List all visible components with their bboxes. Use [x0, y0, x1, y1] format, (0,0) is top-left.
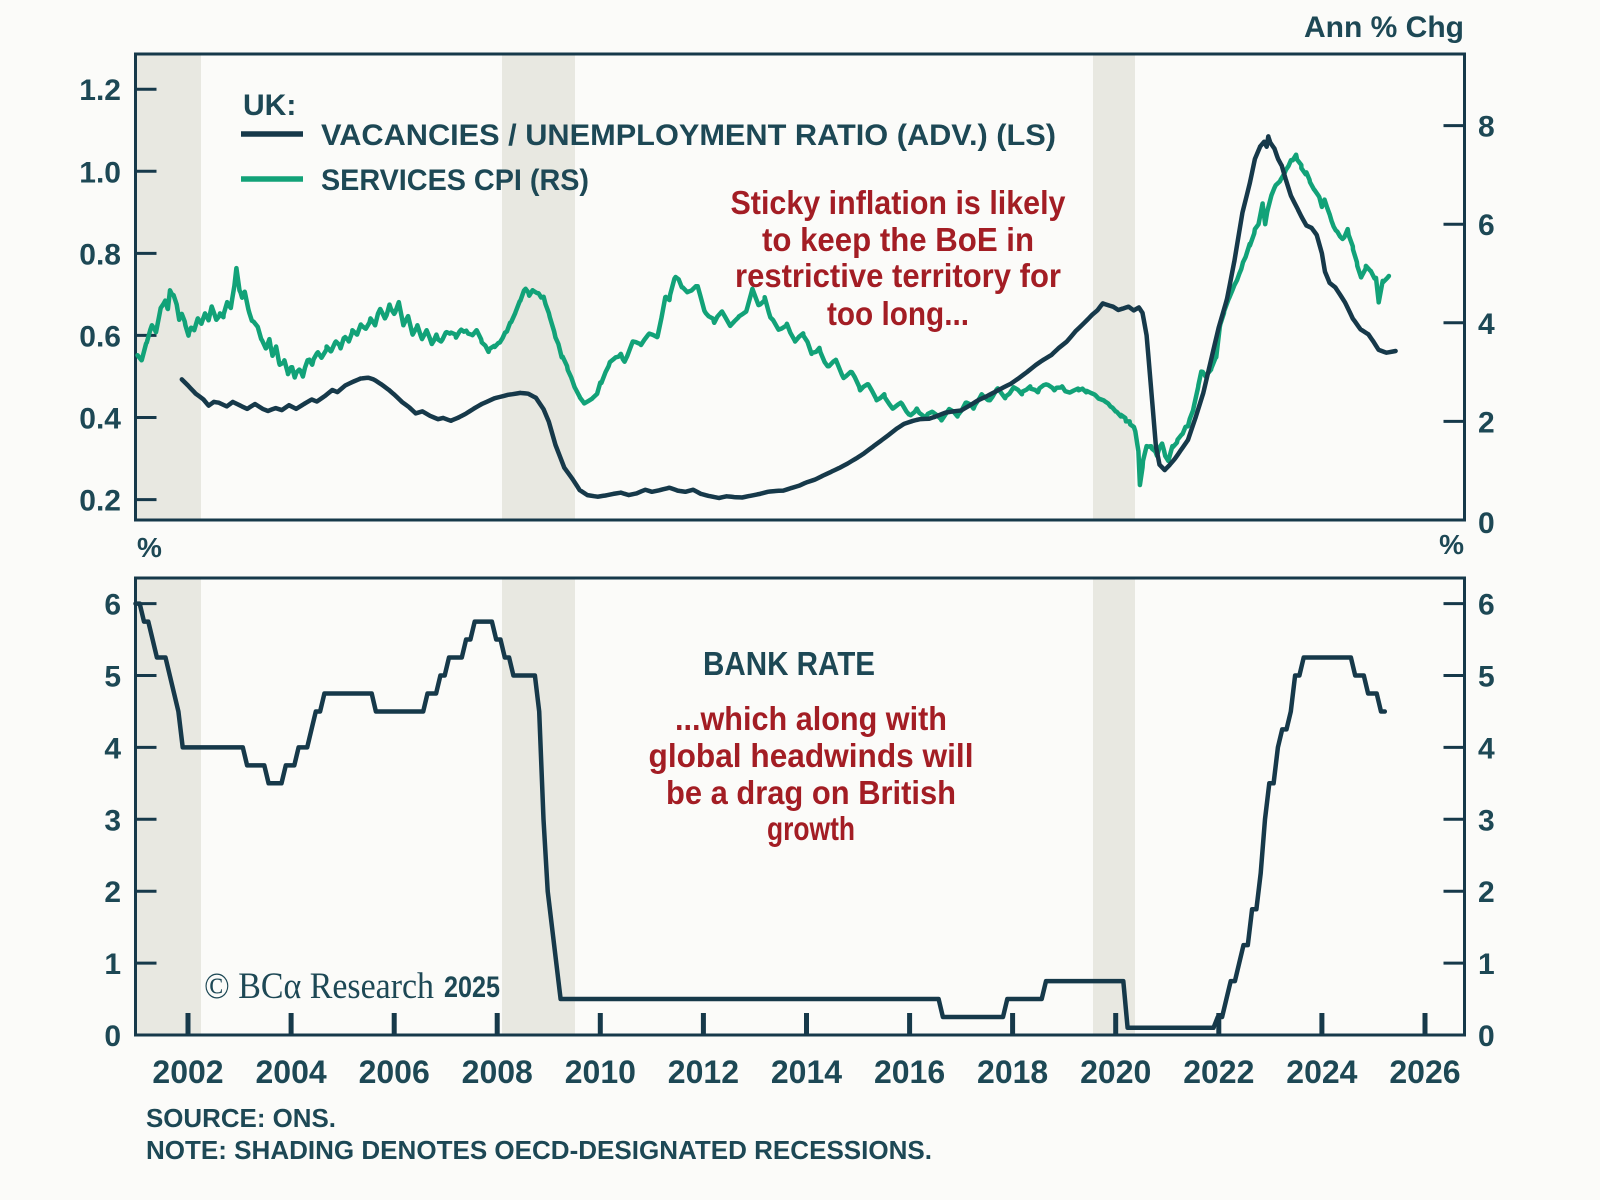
- svg-text:restrictive territory for: restrictive territory for: [735, 257, 1061, 294]
- svg-text:2025: 2025: [444, 971, 500, 1004]
- svg-text:1.2: 1.2: [79, 74, 121, 107]
- svg-text:2002: 2002: [152, 1054, 223, 1090]
- svg-text:to keep the BoE in: to keep the BoE in: [762, 221, 1034, 258]
- svg-text:0.2: 0.2: [79, 485, 121, 518]
- svg-text:0.8: 0.8: [79, 238, 121, 271]
- svg-text:6: 6: [104, 589, 121, 622]
- svg-text:2014: 2014: [771, 1054, 842, 1090]
- svg-text:BANK RATE: BANK RATE: [703, 645, 875, 682]
- svg-text:2008: 2008: [462, 1054, 533, 1090]
- svg-text:2022: 2022: [1183, 1054, 1254, 1090]
- svg-text:© BCα Research: © BCα Research: [204, 966, 434, 1007]
- svg-text:%: %: [137, 532, 162, 563]
- svg-text:...which along with: ...which along with: [675, 700, 947, 737]
- svg-text:0: 0: [1478, 1020, 1495, 1053]
- svg-text:be a drag on British: be a drag on British: [666, 774, 956, 811]
- svg-text:0: 0: [1478, 507, 1495, 540]
- svg-text:Ann % Chg: Ann % Chg: [1304, 11, 1464, 44]
- svg-text:1.0: 1.0: [79, 156, 121, 189]
- svg-text:2026: 2026: [1389, 1054, 1460, 1090]
- svg-text:0.4: 0.4: [79, 403, 121, 436]
- svg-text:1: 1: [104, 948, 121, 981]
- svg-text:2024: 2024: [1286, 1054, 1357, 1090]
- svg-text:0: 0: [104, 1020, 121, 1053]
- svg-text:VACANCIES / UNEMPLOYMENT RATIO: VACANCIES / UNEMPLOYMENT RATIO (ADV.) (L…: [321, 119, 1056, 152]
- svg-text:4: 4: [1478, 308, 1495, 341]
- svg-text:5: 5: [1478, 661, 1495, 694]
- svg-text:2018: 2018: [977, 1054, 1048, 1090]
- svg-text:%: %: [1439, 529, 1464, 560]
- svg-text:4: 4: [104, 732, 121, 765]
- svg-text:SOURCE: ONS.: SOURCE: ONS.: [146, 1103, 336, 1133]
- svg-text:2: 2: [104, 876, 121, 909]
- svg-text:2016: 2016: [874, 1054, 945, 1090]
- svg-text:6: 6: [1478, 589, 1495, 622]
- svg-text:2020: 2020: [1080, 1054, 1151, 1090]
- svg-text:6: 6: [1478, 209, 1495, 242]
- svg-text:Sticky inflation is likely: Sticky inflation is likely: [731, 184, 1067, 221]
- svg-text:too long...: too long...: [827, 295, 969, 332]
- svg-text:NOTE: SHADING DENOTES OECD-DES: NOTE: SHADING DENOTES OECD-DESIGNATED RE…: [146, 1135, 932, 1165]
- svg-text:1: 1: [1478, 948, 1495, 981]
- svg-text:8: 8: [1478, 111, 1495, 144]
- svg-text:3: 3: [1478, 804, 1495, 837]
- svg-text:2006: 2006: [359, 1054, 430, 1090]
- svg-text:2010: 2010: [565, 1054, 636, 1090]
- svg-text:3: 3: [104, 804, 121, 837]
- svg-text:2004: 2004: [255, 1054, 326, 1090]
- svg-text:2: 2: [1478, 876, 1495, 909]
- svg-text:growth: growth: [767, 810, 855, 847]
- svg-text:5: 5: [104, 661, 121, 694]
- svg-text:4: 4: [1478, 732, 1495, 765]
- svg-text:2012: 2012: [668, 1054, 739, 1090]
- svg-text:0.6: 0.6: [79, 320, 121, 353]
- svg-text:global headwinds will: global headwinds will: [649, 737, 974, 774]
- svg-text:UK:: UK:: [243, 89, 296, 122]
- svg-text:SERVICES CPI (RS): SERVICES CPI (RS): [321, 164, 589, 197]
- svg-text:2: 2: [1478, 406, 1495, 439]
